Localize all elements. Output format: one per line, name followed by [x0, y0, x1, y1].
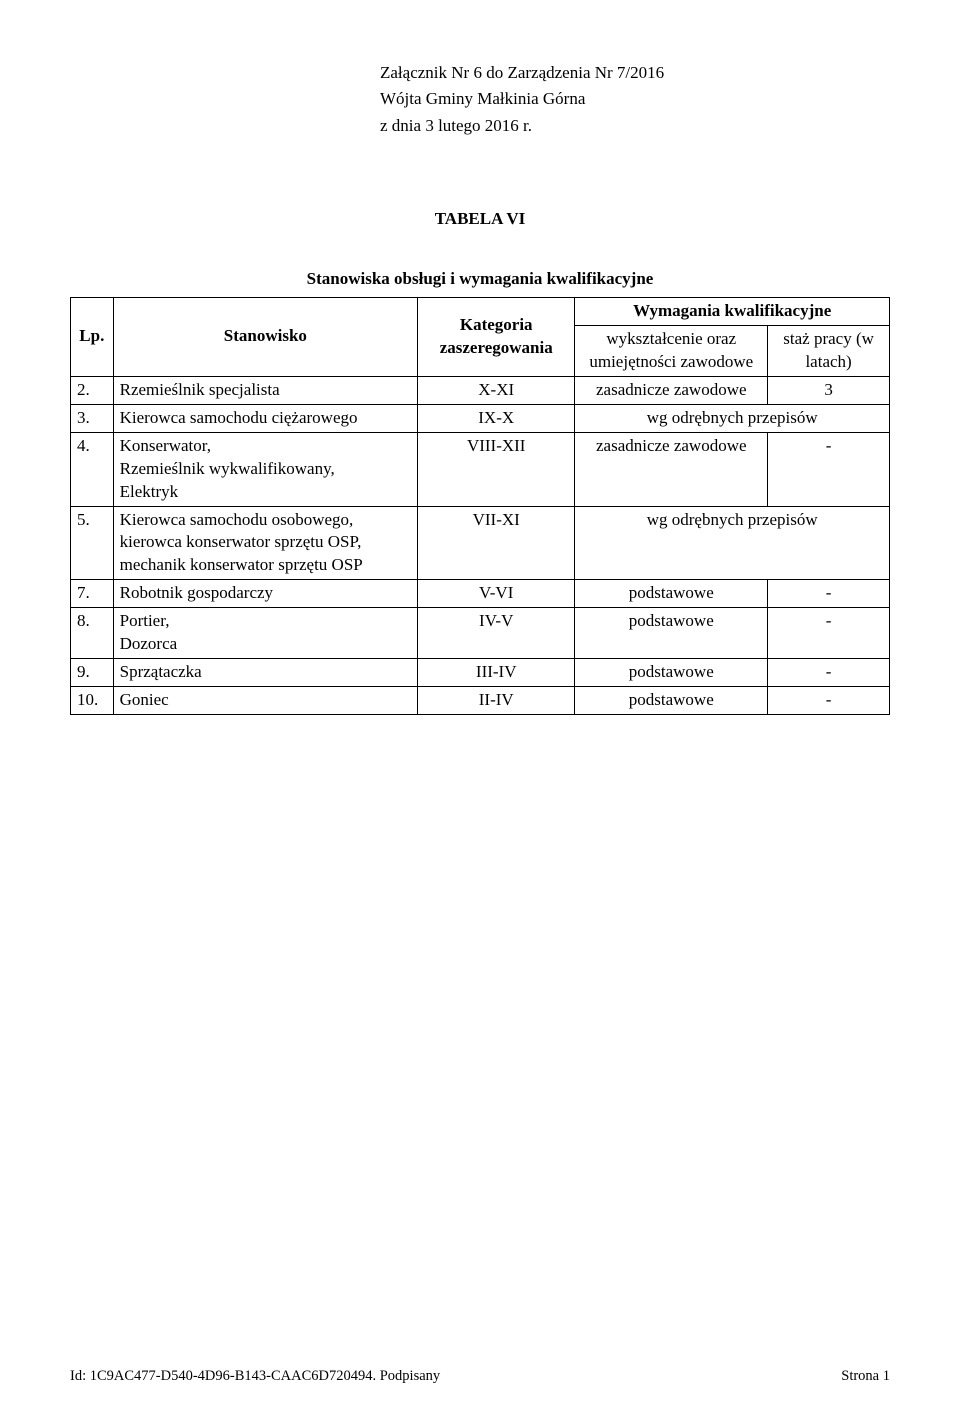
- cell-kategoria: VIII-XII: [418, 432, 575, 506]
- cell-kategoria: VII-XI: [418, 506, 575, 580]
- cell-lp: 3.: [71, 404, 114, 432]
- cell-staz: -: [768, 432, 890, 506]
- cell-stanowisko: Robotnik gospodarczy: [113, 580, 417, 608]
- th-wymagania: Wymagania kwalifikacyjne: [575, 298, 890, 326]
- cell-wyksztalcenie: zasadnicze zawodowe: [575, 432, 768, 506]
- cell-lp: 8.: [71, 608, 114, 659]
- footer-id: Id: 1C9AC477-D540-4D96-B143-CAAC6D720494…: [70, 1368, 440, 1385]
- cell-stanowisko: Rzemieślnik specjalista: [113, 376, 417, 404]
- header-line-2: Wójta Gminy Małkinia Górna: [380, 86, 890, 112]
- table-row: 7.Robotnik gospodarczyV-VIpodstawowe-: [71, 580, 890, 608]
- cell-stanowisko: Konserwator, Rzemieślnik wykwalifikowany…: [113, 432, 417, 506]
- table-row: 4.Konserwator, Rzemieślnik wykwalifikowa…: [71, 432, 890, 506]
- cell-staz: -: [768, 580, 890, 608]
- footer-page: Strona 1: [841, 1368, 890, 1385]
- cell-wyksztalcenie: zasadnicze zawodowe: [575, 376, 768, 404]
- cell-combined: wg odrębnych przepisów: [575, 506, 890, 580]
- table-header-row-1: Lp. Stanowisko Kategoria zaszeregowania …: [71, 298, 890, 326]
- th-kategoria: Kategoria zaszeregowania: [418, 298, 575, 377]
- header-line-1: Załącznik Nr 6 do Zarządzenia Nr 7/2016: [380, 60, 890, 86]
- cell-wyksztalcenie: podstawowe: [575, 687, 768, 715]
- table-row: 3.Kierowca samochodu ciężarowegoIX-Xwg o…: [71, 404, 890, 432]
- cell-stanowisko: Portier, Dozorca: [113, 608, 417, 659]
- cell-kategoria: III-IV: [418, 659, 575, 687]
- cell-stanowisko: Kierowca samochodu osobowego, kierowca k…: [113, 506, 417, 580]
- cell-wyksztalcenie: podstawowe: [575, 659, 768, 687]
- cell-staz: -: [768, 687, 890, 715]
- cell-stanowisko: Sprzątaczka: [113, 659, 417, 687]
- cell-wyksztalcenie: podstawowe: [575, 608, 768, 659]
- cell-kategoria: X-XI: [418, 376, 575, 404]
- qualifications-table: Lp. Stanowisko Kategoria zaszeregowania …: [70, 297, 890, 715]
- cell-lp: 7.: [71, 580, 114, 608]
- page-footer: Id: 1C9AC477-D540-4D96-B143-CAAC6D720494…: [70, 1368, 890, 1385]
- cell-kategoria: IX-X: [418, 404, 575, 432]
- header-block: Załącznik Nr 6 do Zarządzenia Nr 7/2016 …: [380, 60, 890, 139]
- th-staz: staż pracy (w latach): [768, 325, 890, 376]
- cell-lp: 4.: [71, 432, 114, 506]
- cell-staz: 3: [768, 376, 890, 404]
- cell-wyksztalcenie: podstawowe: [575, 580, 768, 608]
- th-wyksztalcenie: wykształcenie oraz umiejętności zawodowe: [575, 325, 768, 376]
- cell-kategoria: V-VI: [418, 580, 575, 608]
- cell-kategoria: II-IV: [418, 687, 575, 715]
- table-header: Lp. Stanowisko Kategoria zaszeregowania …: [71, 298, 890, 377]
- header-line-3: z dnia 3 lutego 2016 r.: [380, 113, 890, 139]
- table-row: 8.Portier, DozorcaIV-Vpodstawowe-: [71, 608, 890, 659]
- cell-lp: 5.: [71, 506, 114, 580]
- table-row: 9.SprzątaczkaIII-IVpodstawowe-: [71, 659, 890, 687]
- cell-lp: 10.: [71, 687, 114, 715]
- table-body: 2.Rzemieślnik specjalistaX-XIzasadnicze …: [71, 376, 890, 714]
- th-lp: Lp.: [71, 298, 114, 377]
- cell-staz: -: [768, 659, 890, 687]
- cell-kategoria: IV-V: [418, 608, 575, 659]
- cell-stanowisko: Kierowca samochodu ciężarowego: [113, 404, 417, 432]
- page-title: TABELA VI: [70, 209, 890, 229]
- table-row: 2.Rzemieślnik specjalistaX-XIzasadnicze …: [71, 376, 890, 404]
- page: Załącznik Nr 6 do Zarządzenia Nr 7/2016 …: [0, 0, 960, 1413]
- cell-stanowisko: Goniec: [113, 687, 417, 715]
- cell-lp: 9.: [71, 659, 114, 687]
- cell-combined: wg odrębnych przepisów: [575, 404, 890, 432]
- table-row: 10.GoniecII-IVpodstawowe-: [71, 687, 890, 715]
- th-stanowisko: Stanowisko: [113, 298, 417, 377]
- cell-lp: 2.: [71, 376, 114, 404]
- page-subtitle: Stanowiska obsługi i wymagania kwalifika…: [70, 269, 890, 289]
- cell-staz: -: [768, 608, 890, 659]
- table-row: 5.Kierowca samochodu osobowego, kierowca…: [71, 506, 890, 580]
